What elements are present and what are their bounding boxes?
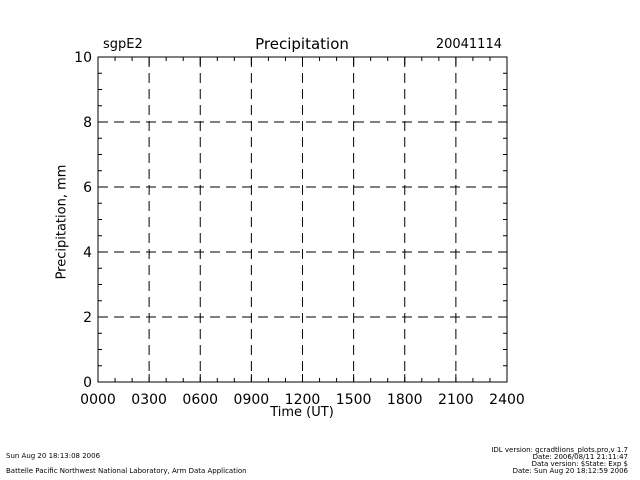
y-tick-label: 6: [83, 180, 92, 196]
y-tick-label: 10: [74, 50, 92, 66]
y-tick-label: 0: [83, 375, 92, 391]
x-tick-label: 0300: [131, 392, 167, 408]
footer-credit: Battelle Pacific Northwest National Labo…: [6, 467, 247, 475]
footer-version-line: Data version: $State: Exp $: [531, 460, 628, 468]
x-tick-label: 1200: [285, 392, 321, 408]
x-tick-label: 1500: [336, 392, 372, 408]
x-axis-label: Time (UT): [270, 405, 334, 420]
date-label: 20041114: [435, 37, 502, 52]
y-tick-label: 8: [83, 115, 92, 131]
x-tick-label: 0900: [234, 392, 270, 408]
y-tick-label: 2: [83, 310, 92, 326]
x-tick-label: 0000: [80, 392, 116, 408]
y-tick-label: 4: [83, 245, 92, 261]
footer-version-line: Date: 2006/08/11 21:11:47: [532, 453, 628, 461]
y-axis-label: Precipitation, mm: [54, 164, 70, 280]
footer-version-line: IDL version: gcradtlions_plots.pro,v 1.7: [491, 446, 628, 454]
x-tick-label: 2100: [438, 392, 474, 408]
footer-version-info: IDL version: gcradtlions_plots.pro,v 1.7…: [491, 447, 628, 475]
chart-title: Precipitation: [255, 35, 349, 53]
site-label: sgpE2: [103, 37, 143, 52]
x-tick-label: 1800: [387, 392, 423, 408]
footer-version-line: Date: Sun Aug 20 18:12:59 2006: [512, 467, 628, 475]
footer-timestamp: Sun Aug 20 18:13:08 2006: [6, 452, 101, 460]
x-tick-label: 2400: [489, 392, 525, 408]
x-tick-label: 0600: [182, 392, 218, 408]
